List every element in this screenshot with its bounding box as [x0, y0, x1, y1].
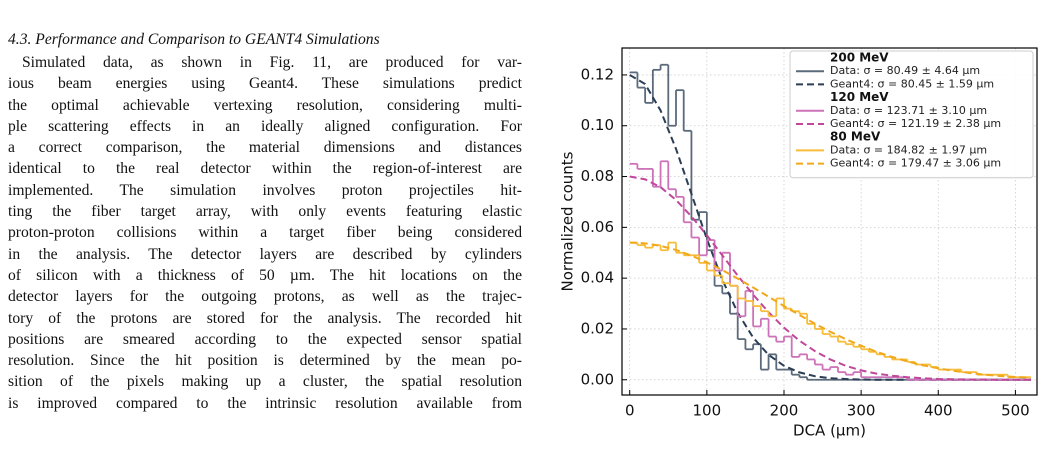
legend-group-title: 80 MeV: [830, 130, 881, 144]
x-tick-label: 500: [1001, 402, 1030, 420]
x-tick-label: 0: [625, 402, 635, 420]
plot-frame: [621, 47, 1038, 396]
legend-entry: Geant4: σ = 80.45 ± 1.59 µm: [830, 77, 994, 90]
legend-box: [789, 50, 1034, 179]
text-line: ting the fiber target array, with only e…: [8, 203, 522, 221]
text-line: tory of the protons are stored for the a…: [8, 309, 522, 327]
legend-entry: Data: σ = 123.71 ± 3.10 µm: [830, 104, 987, 117]
text-line: implemented. The simulation involves pro…: [8, 181, 522, 199]
text-line: positions are smeared according to the e…: [8, 330, 522, 348]
x-axis-label: DCA (µm): [793, 422, 866, 440]
y-tick-label: 0.10: [581, 116, 614, 134]
chart: 0 100 200 300 400 500 0.00 0.02 0.04 0.06 0.08 0.10…: [559, 47, 1038, 440]
fit-curve: [629, 241, 1031, 379]
text-line: is improved compared to the intrinsic re…: [8, 394, 522, 412]
text-line: identical to the real detector within th…: [8, 160, 522, 178]
y-tick-label: 0.12: [581, 65, 614, 83]
x-tick-label: 100: [693, 402, 722, 420]
y-tick-label: 0.00: [581, 370, 614, 388]
text-line: resolution. Since the hit position is de…: [8, 352, 522, 370]
y-tick-label: 0.06: [581, 218, 614, 236]
legend-entry: Data: σ = 80.49 ± 4.64 µm: [830, 64, 980, 77]
legend-entry: Data: σ = 184.82 ± 1.97 µm: [830, 143, 987, 156]
text-line: Simulated data, as shown in Fig. 11, are…: [22, 54, 522, 71]
y-tick-label: 0.02: [581, 319, 614, 337]
y-tick-label: 0.08: [581, 167, 614, 185]
fit-curve: [629, 175, 1031, 381]
text-column: 4.3. Performance and Comparison to GEANT…: [8, 28, 522, 414]
legend-entry: Geant4: σ = 179.47 ± 3.06 µm: [830, 157, 1001, 170]
legend-group-title: 200 MeV: [830, 51, 889, 65]
text-line: ious beam energies using Geant4. These s…: [8, 75, 522, 93]
legend-entry: Geant4: σ = 121.19 ± 2.38 µm: [830, 117, 1001, 130]
text-line: a correct comparison, the material dimen…: [8, 139, 522, 157]
y-tick-label: 0.04: [581, 269, 614, 287]
text-line: ple scattering effects in an ideally ali…: [8, 117, 522, 135]
x-tick-label: 400: [924, 402, 953, 420]
x-tick-label: 300: [847, 402, 876, 420]
text-line: in the analysis. The detector layers are…: [8, 245, 522, 263]
x-tick-label: 200: [770, 402, 799, 420]
y-axis-label: Normalized counts: [559, 151, 577, 291]
text-line: sition of the pixels making up a cluster…: [8, 373, 522, 391]
legend-group-title: 120 MeV: [830, 90, 889, 104]
section-heading: 4.3. Performance and Comparison to GEANT…: [8, 31, 380, 48]
text-line: the optimal achievable vertexing resolut…: [8, 96, 522, 114]
text-line: proton-proton collisions within a target…: [8, 224, 522, 242]
text-line: detector layers for the outgoing protons…: [8, 288, 522, 306]
text-line: of silicon with a thickness of 50 µm. Th…: [8, 266, 522, 284]
